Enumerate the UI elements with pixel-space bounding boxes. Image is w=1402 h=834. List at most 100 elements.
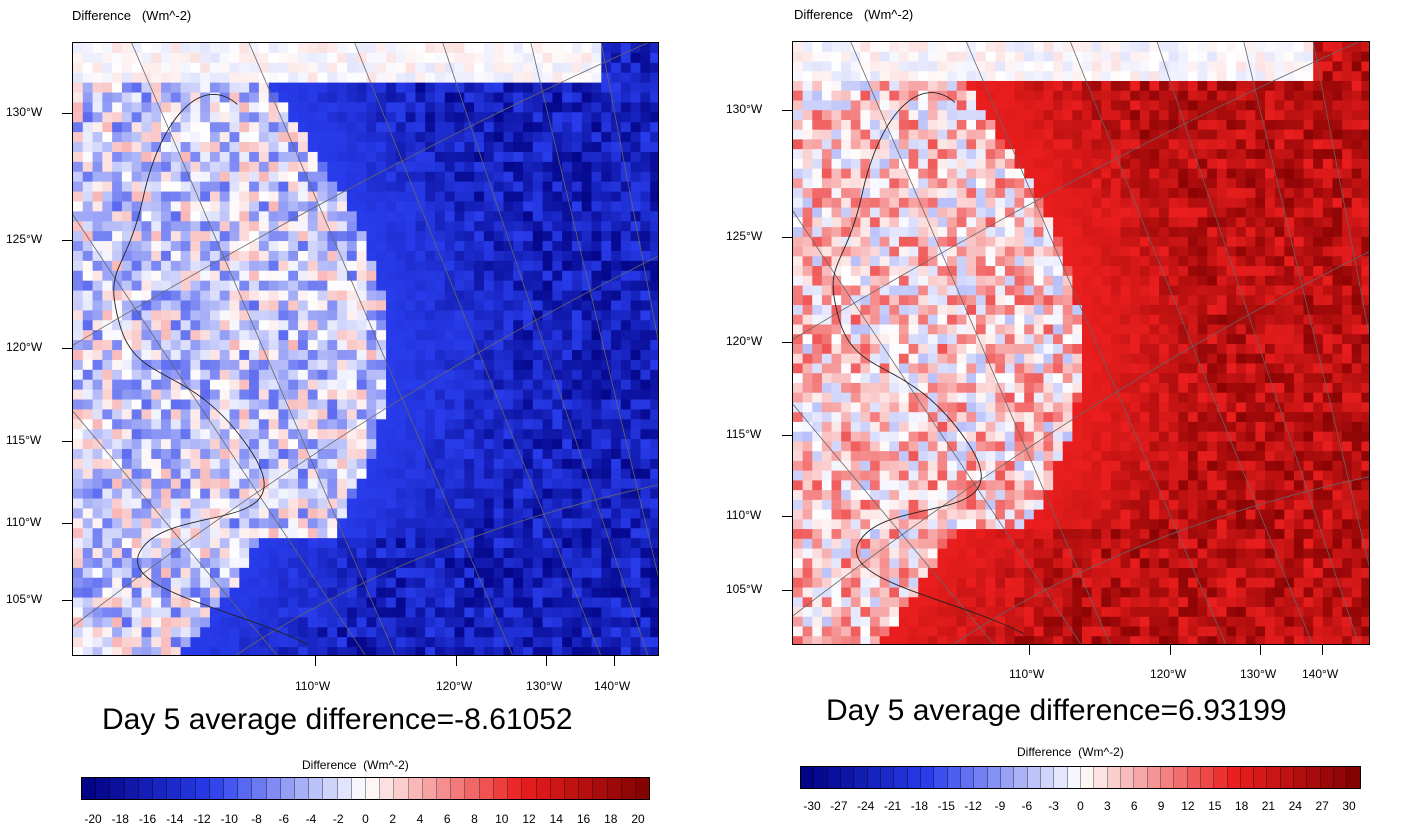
colorbar-cell [1227,767,1241,788]
colorbar-tick-label: 6 [443,812,451,826]
colorbar-cell [351,778,367,799]
colorbar-cell [451,778,466,799]
colorbar-cell [934,767,948,788]
plot-title: Difference (Wm^-2) [794,7,914,22]
right-panel: Difference (Wm^-2) 130°W 125°W 120°W 115°W 1… [700,0,1402,834]
y-tick-label: 125°W [726,229,763,243]
heatmap-cells [73,43,658,655]
colorbar-tick-label: 16 [576,812,591,826]
colorbar-cell [1174,767,1188,788]
colorbar-tick-label: -4 [305,812,317,826]
colorbar-cell [209,778,225,799]
colorbar-cell [522,778,537,799]
colorbar-cell [1320,767,1335,788]
colorbar-cell [1307,767,1321,788]
colorbar-tick-label: 3 [1104,799,1111,813]
colorbar-cell [167,778,182,799]
y-tick-mark [62,348,72,349]
colorbar-tick-label: -12 [193,812,211,826]
colorbar-cell [195,778,210,799]
colorbar-cell [635,778,650,799]
colorbar [81,777,650,800]
colorbar-tick-label: -6 [1021,799,1033,813]
colorbar-tick-label: -12 [964,799,982,813]
colorbar-cell [252,778,267,799]
x-tick-label: 110°W [1009,667,1045,681]
colorbar-cell [266,778,281,799]
colorbar-tick-label: 18 [604,812,618,826]
colorbar-cell [550,778,565,799]
colorbar-tick-label: 0 [1077,799,1084,813]
colorbar-cell [1294,767,1308,788]
y-tick-mark [62,240,72,241]
colorbar-cell [579,778,594,799]
heatmap-cells [793,42,1369,644]
colorbar-tick-label: -18 [910,799,929,813]
colorbar-cell [238,778,253,799]
colorbar-cell [508,778,523,799]
colorbar-cell [827,767,841,788]
colorbar-cell [366,778,381,799]
colorbar-tick-label: 24 [1288,799,1302,813]
colorbar-tick-label: 4 [416,812,424,826]
colorbar-cell [437,778,452,799]
average-difference-label: Day 5 average difference=6.93199 [826,694,1287,727]
y-tick-label: 115°W [726,427,762,441]
x-tick-label: 140°W [1302,667,1339,681]
colorbar-cell [1280,767,1295,788]
y-tick-label: 115°W [6,433,42,447]
coastline [113,94,309,646]
colorbar-tick-label: -27 [830,799,848,813]
colorbar-cell [1240,767,1255,788]
colorbar-cell [309,778,324,799]
colorbar-tick-label: 8 [471,812,478,826]
left-panel: Difference (Wm^-2) 130°W 125°W 120°W 115°W 1… [0,0,700,834]
colorbar-tick-label: 10 [495,812,509,826]
colorbar-tick-label: 15 [1208,799,1222,813]
colorbar-cell [82,778,97,799]
average-difference-label: Day 5 average difference=-8.61052 [102,703,573,736]
colorbar-tick-labels: -30 -27 -24 -21 -18 -15 -12 -9 -6 -3 0 3 6 9 12 15 18 21 2… [800,799,1361,815]
colorbar-cell [854,767,868,788]
colorbar-cell [621,778,636,799]
colorbar-cell [1000,767,1015,788]
colorbar-tick-label: -30 [803,799,821,813]
y-tick-label: 125°W [6,232,43,246]
y-tick-mark [782,342,792,343]
colorbar-cell [987,767,1001,788]
y-tick-label: 110°W [6,515,42,529]
colorbar-cell [224,778,239,799]
colorbar-cell [1267,767,1281,788]
y-tick-label: 120°W [726,334,763,348]
colorbar-tick-label: -10 [220,812,238,826]
colorbar-cell [1014,767,1028,788]
colorbar-cell [1187,767,1201,788]
colorbar-cell [96,778,111,799]
colorbar-tick-label: -16 [138,812,157,826]
colorbar-cell [323,778,338,799]
heatmap-field [73,43,658,655]
colorbar-cell [1147,767,1161,788]
colorbar-cell [536,778,551,799]
colorbar-tick-label: 2 [389,812,397,826]
colorbar-title: Difference (Wm^-2) [302,758,409,772]
colorbar-cell [1054,767,1068,788]
colorbar-cell [394,778,409,799]
plot-title: Difference (Wm^-2) [72,8,192,23]
colorbar-tick-label: 12 [522,812,536,826]
x-tick-mark [614,656,615,666]
colorbar-cell [1160,767,1175,788]
y-tick-mark [62,113,72,114]
x-tick-mark [1029,645,1030,655]
colorbar-cell [801,767,815,788]
colorbar-tick-label: -15 [937,799,955,813]
y-tick-mark [782,516,792,517]
x-tick-label: 130°W [526,679,563,693]
y-tick-mark [782,435,792,436]
x-tick-mark [456,656,457,666]
colorbar-tick-label: 0 [362,812,369,826]
colorbar-cell [867,767,881,788]
colorbar-cell [479,778,494,799]
colorbar-title: Difference (Wm^-2) [1017,745,1124,759]
colorbar-cell [153,778,168,799]
